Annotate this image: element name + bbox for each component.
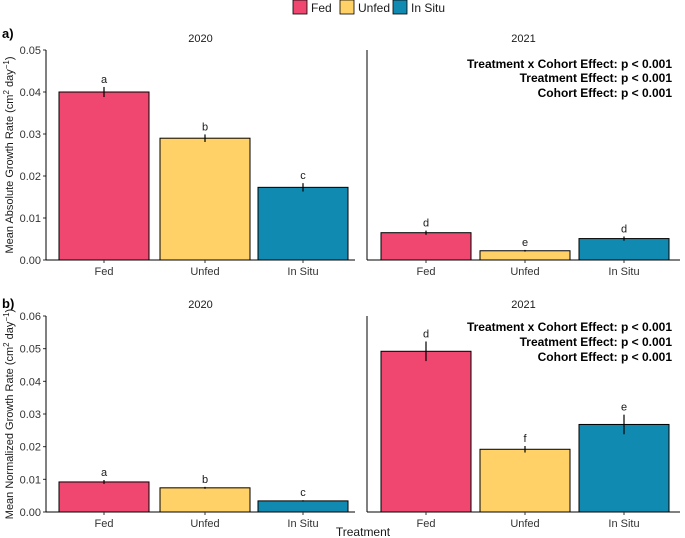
- facet-title: 2020: [188, 299, 212, 311]
- legend-swatch-in-situ: [392, 0, 408, 15]
- x-tick-label: In Situ: [287, 518, 318, 530]
- y-tick-label: 0.02: [20, 171, 41, 183]
- bar-in-situ: [257, 500, 349, 513]
- x-tick-label: In Situ: [287, 266, 318, 278]
- legend: Fed Unfed In Situ: [292, 0, 445, 15]
- significance-letter: c: [300, 170, 306, 182]
- legend-label: Fed: [311, 1, 332, 15]
- y-axis-label: Mean Normalized Growth Rate (cm2 day−1): [2, 309, 16, 519]
- significance-letter: d: [423, 218, 429, 230]
- y-tick-label: 0.04: [20, 87, 41, 99]
- facet-2021: 2021 d Fed e Unfed d In Situ: [366, 33, 680, 278]
- x-tick-label: In Situ: [608, 266, 639, 278]
- bar-fed: [58, 481, 150, 513]
- significance-letter: a: [101, 467, 108, 479]
- bar-unfed: [479, 448, 571, 513]
- x-axis-title: Treatment: [336, 525, 391, 538]
- x-tick-label: Fed: [95, 266, 114, 278]
- y-axis-label-part: Mean Normalized Growth Rate (cm: [4, 347, 16, 519]
- bar-in-situ: [578, 423, 670, 513]
- y-axis-label-part: ): [4, 56, 16, 60]
- facet-2021: 2021 d Fed f Unfed e In Situ: [366, 299, 680, 530]
- y-tick-label: 0.00: [20, 255, 41, 267]
- y-axis-label-part: 2: [2, 342, 11, 347]
- effect-annotation: Treatment Effect: p < 0.001: [520, 71, 673, 85]
- significance-letter: c: [300, 487, 306, 499]
- x-tick-label: In Situ: [608, 518, 639, 530]
- y-tick-label: 0.03: [20, 129, 41, 141]
- y-axis-label-part: ): [4, 309, 16, 313]
- panel-b: b)Mean Normalized Growth Rate (cm2 day−1…: [2, 296, 680, 530]
- facet-2020: 2020 a Fed b Unfed c In Situ: [45, 299, 355, 530]
- y-axis-label-part: Mean Absolute Growth Rate (cm: [4, 95, 16, 254]
- y-axis-label-part: −1: [2, 312, 11, 322]
- significance-letter: e: [522, 237, 528, 249]
- significance-letter: b: [202, 474, 208, 486]
- x-tick-label: Unfed: [510, 266, 539, 278]
- legend-label: Unfed: [358, 1, 390, 15]
- y-tick-label: 0.02: [20, 442, 41, 454]
- y-axis-label-part: day: [4, 69, 16, 90]
- x-tick-label: Unfed: [190, 266, 219, 278]
- legend-swatch-unfed: [339, 0, 355, 15]
- significance-letter: b: [202, 121, 208, 133]
- legend-swatch-fed: [292, 0, 308, 15]
- bar-fed: [380, 350, 472, 513]
- bar-in-situ: [257, 186, 349, 261]
- panel-label: b): [2, 296, 14, 311]
- effect-annotation: Treatment x Cohort Effect: p < 0.001: [467, 320, 672, 334]
- panel-label: a): [2, 26, 14, 41]
- facet-title: 2020: [188, 33, 212, 45]
- y-tick-label: 0.01: [20, 474, 41, 486]
- panel-a: a)Mean Absolute Growth Rate (cm2 day−1)0…: [2, 26, 680, 278]
- significance-letter: f: [523, 433, 527, 445]
- y-axis-label-part: 2: [2, 90, 11, 95]
- effect-annotation: Cohort Effect: p < 0.001: [538, 86, 673, 100]
- y-tick-label: 0.00: [20, 507, 41, 519]
- effect-annotation: Treatment Effect: p < 0.001: [520, 335, 673, 349]
- x-tick-label: Fed: [417, 266, 436, 278]
- y-axis-label: Mean Absolute Growth Rate (cm2 day−1): [2, 56, 16, 253]
- facet-title: 2021: [511, 33, 535, 45]
- effect-annotation: Cohort Effect: p < 0.001: [538, 350, 673, 364]
- y-tick-label: 0.04: [20, 376, 41, 388]
- bar-unfed: [479, 250, 571, 261]
- y-tick-label: 0.03: [20, 409, 41, 421]
- bar-unfed: [159, 487, 251, 513]
- bar-in-situ: [578, 238, 670, 261]
- x-tick-label: Unfed: [510, 518, 539, 530]
- facet-title: 2021: [511, 299, 535, 311]
- y-axis-label-part: −1: [2, 60, 11, 70]
- bar-fed: [380, 232, 472, 261]
- significance-letter: e: [621, 402, 627, 414]
- x-tick-label: Fed: [417, 518, 436, 530]
- y-tick-label: 0.05: [20, 45, 41, 57]
- facet-2020: 2020 a Fed b Unfed c In Situ: [45, 33, 355, 278]
- bar-unfed: [159, 137, 251, 261]
- y-tick-label: 0.01: [20, 213, 41, 225]
- effect-annotation: Treatment x Cohort Effect: p < 0.001: [467, 57, 672, 71]
- bar-fed: [58, 91, 150, 261]
- significance-letter: d: [423, 328, 429, 340]
- y-tick-label: 0.06: [20, 311, 41, 323]
- legend-label: In Situ: [411, 1, 445, 15]
- x-tick-label: Unfed: [190, 518, 219, 530]
- significance-letter: a: [101, 74, 108, 86]
- y-tick-label: 0.05: [20, 344, 41, 356]
- x-tick-label: Fed: [95, 518, 114, 530]
- y-axis-label-part: day: [4, 321, 16, 342]
- significance-letter: d: [621, 223, 627, 235]
